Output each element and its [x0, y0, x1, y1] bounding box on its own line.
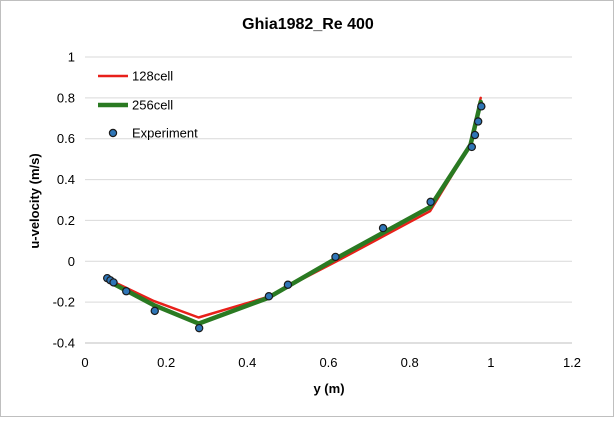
x-tick-label: 0 — [81, 355, 88, 370]
experiment-point — [283, 280, 293, 289]
plot-area — [102, 96, 486, 333]
y-tick-label: -0.2 — [53, 295, 75, 310]
x-tick-label: 1.2 — [563, 355, 581, 370]
legend: 128cell 256cell Experiment — [98, 69, 198, 141]
experiment-point — [331, 252, 340, 262]
experiment-point — [109, 278, 118, 287]
y-tick-label: 0.6 — [57, 131, 75, 146]
x-tick-label: 1 — [487, 355, 494, 370]
y-tick-label: 0 — [68, 254, 75, 269]
experiment-point — [264, 292, 274, 301]
y-tick-label: 0.2 — [57, 213, 75, 228]
legend-label: 256cell — [132, 98, 173, 113]
grid-lines — [85, 56, 572, 344]
y-axis-title: u-velocity (m/s) — [27, 153, 42, 248]
experiment-point — [122, 287, 131, 296]
legend-label: 128cell — [132, 69, 173, 84]
chart-title: Ghia1982_Re 400 — [242, 16, 374, 33]
experiment-point — [470, 130, 480, 140]
experiment-point — [473, 117, 483, 126]
y-tick-label: 0.4 — [57, 172, 75, 187]
x-axis-title: y (m) — [313, 381, 344, 396]
x-tick-label: 0.4 — [238, 355, 256, 370]
x-tick-label: 0.2 — [157, 355, 175, 370]
experiment-point — [150, 306, 159, 316]
experiment-point — [194, 323, 204, 333]
x-tick-label: 0.6 — [319, 355, 337, 370]
legend-swatch-experiment — [108, 128, 118, 138]
experiment-point — [426, 197, 435, 207]
y-tick-label: -0.4 — [53, 336, 75, 351]
experiment-point — [467, 142, 476, 152]
legend-label: Experiment — [132, 126, 198, 141]
axes: -0.4 -0.2 0 0.2 0.4 0.6 0.8 1 0 0.2 0.4 0.6 0.8 1 1.2 — [53, 50, 581, 371]
y-tick-label: 0.8 — [57, 90, 75, 105]
experiment-point — [477, 102, 486, 111]
x-tick-label: 0.8 — [401, 355, 419, 370]
experiment-point — [378, 223, 388, 233]
y-tick-label: 1 — [68, 50, 75, 65]
